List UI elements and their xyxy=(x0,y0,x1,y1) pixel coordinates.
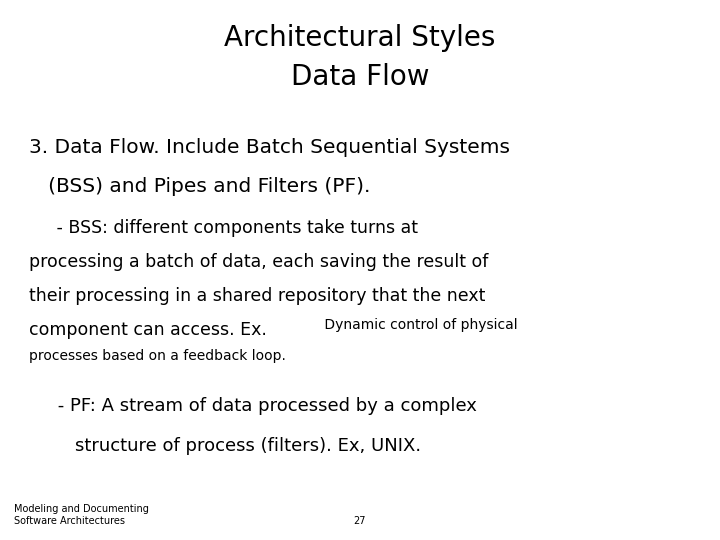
Text: Dynamic control of physical: Dynamic control of physical xyxy=(320,318,518,332)
Text: processes based on a feedback loop.: processes based on a feedback loop. xyxy=(29,349,286,363)
Text: component can access. Ex.: component can access. Ex. xyxy=(29,321,266,339)
Text: Architectural Styles
Data Flow: Architectural Styles Data Flow xyxy=(225,24,495,91)
Text: 3. Data Flow. Include Batch Sequential Systems: 3. Data Flow. Include Batch Sequential S… xyxy=(29,138,510,157)
Text: structure of process (filters). Ex, UNIX.: structure of process (filters). Ex, UNIX… xyxy=(29,437,421,455)
Text: 27: 27 xyxy=(354,516,366,526)
Text: - PF: A stream of data processed by a complex: - PF: A stream of data processed by a co… xyxy=(29,397,477,415)
Text: their processing in a shared repository that the next: their processing in a shared repository … xyxy=(29,287,485,305)
Text: - BSS: different components take turns at: - BSS: different components take turns a… xyxy=(29,219,418,237)
Text: processing a batch of data, each saving the result of: processing a batch of data, each saving … xyxy=(29,253,488,271)
Text: Modeling and Documenting
Software Architectures: Modeling and Documenting Software Archit… xyxy=(14,504,149,526)
Text: (BSS) and Pipes and Filters (PF).: (BSS) and Pipes and Filters (PF). xyxy=(29,177,370,195)
